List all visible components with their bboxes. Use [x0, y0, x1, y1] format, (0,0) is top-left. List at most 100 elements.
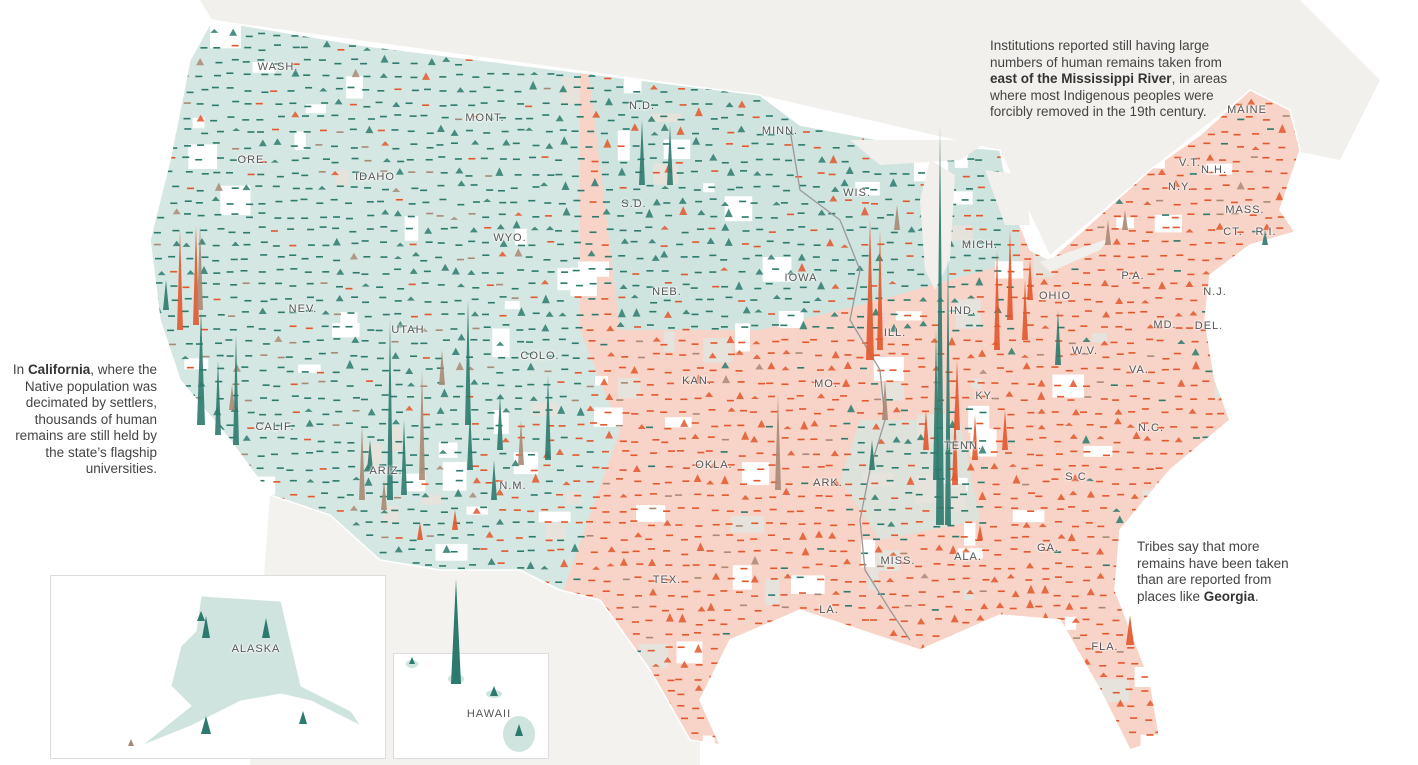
county-marker — [1217, 412, 1225, 415]
county-marker — [979, 522, 987, 524]
state-label: N.J. — [1203, 286, 1227, 298]
county-marker — [1142, 380, 1150, 383]
major-spike — [866, 220, 874, 360]
county-spike — [196, 58, 205, 66]
county-marker — [1085, 522, 1093, 524]
county-marker — [815, 130, 823, 132]
county-marker — [319, 468, 327, 470]
county-spike — [334, 98, 343, 105]
major-spike — [972, 415, 978, 460]
county-marker — [677, 147, 685, 150]
county-marker — [247, 535, 255, 537]
county-marker — [319, 226, 327, 228]
county-marker — [243, 231, 251, 234]
county-marker — [230, 284, 238, 286]
county-marker — [757, 468, 765, 471]
county-marker — [437, 242, 445, 244]
county-marker — [457, 313, 465, 315]
county-marker — [197, 535, 205, 538]
county-marker — [828, 300, 836, 302]
county-marker — [652, 482, 660, 485]
county-marker — [545, 396, 553, 399]
county-marker — [951, 677, 959, 680]
county-marker — [154, 257, 162, 260]
county-marker — [691, 732, 699, 734]
county-spike — [512, 220, 521, 229]
county-spike — [1158, 281, 1167, 290]
county-spike — [705, 391, 714, 398]
county-marker — [571, 342, 579, 345]
county-spike — [1140, 528, 1149, 537]
county-spike — [1038, 523, 1047, 528]
county-marker — [785, 159, 793, 162]
county-marker — [170, 77, 178, 80]
county-spike — [1040, 715, 1049, 722]
county-marker — [496, 539, 504, 542]
county-marker — [543, 258, 551, 261]
county-marker — [157, 161, 165, 164]
county-marker — [240, 258, 248, 260]
county-marker — [962, 396, 970, 399]
county-marker — [900, 620, 908, 623]
county-marker — [301, 371, 309, 373]
county-marker — [360, 398, 368, 401]
county-marker — [1140, 649, 1148, 652]
county-spike — [978, 349, 987, 357]
county-marker — [917, 717, 925, 720]
county-marker — [213, 272, 221, 274]
county-marker — [1097, 269, 1105, 271]
county-spike — [817, 713, 826, 721]
county-marker — [1116, 675, 1124, 678]
county-marker — [1191, 688, 1199, 690]
county-marker — [810, 229, 818, 232]
state-label: MICH. — [961, 239, 999, 251]
county-marker — [620, 539, 628, 541]
county-marker — [772, 340, 780, 343]
county-marker — [1010, 296, 1018, 299]
county-marker — [1146, 338, 1154, 341]
county-spike — [875, 253, 884, 262]
county-spike — [1159, 488, 1168, 496]
county-marker — [426, 146, 434, 149]
county-spike — [693, 474, 702, 483]
major-spike — [387, 320, 393, 500]
county-marker — [976, 214, 984, 217]
county-spike — [1189, 310, 1198, 316]
county-marker — [1280, 172, 1288, 175]
county-marker — [680, 256, 688, 258]
county-marker — [1042, 549, 1050, 551]
county-marker — [586, 534, 594, 537]
county-marker — [765, 173, 773, 176]
county-spike — [975, 277, 984, 286]
county-patch — [790, 575, 825, 595]
county-marker — [1035, 454, 1043, 457]
county-marker — [217, 314, 225, 316]
county-marker — [1279, 328, 1287, 331]
county-marker — [262, 384, 270, 386]
county-spike — [725, 102, 734, 108]
county-marker — [1170, 479, 1178, 481]
county-spike — [1082, 337, 1091, 342]
county-marker — [472, 438, 480, 440]
county-marker — [705, 310, 713, 313]
county-marker — [589, 201, 597, 203]
county-spike — [1281, 480, 1290, 485]
county-marker — [318, 352, 326, 355]
county-marker — [697, 717, 705, 719]
state-label-hawaii: HAWAII — [466, 708, 512, 720]
county-marker — [677, 450, 685, 452]
county-marker — [483, 326, 491, 329]
county-marker — [830, 269, 838, 272]
county-marker — [1083, 579, 1091, 582]
county-marker — [527, 453, 535, 456]
county-marker — [1083, 272, 1091, 274]
county-marker — [768, 464, 776, 466]
county-spike — [440, 388, 449, 398]
county-marker — [352, 171, 360, 173]
county-marker — [1207, 133, 1215, 136]
county-marker — [1277, 271, 1285, 274]
county-marker — [905, 507, 913, 510]
county-spike — [1277, 731, 1286, 737]
county-marker — [664, 427, 672, 430]
major-spike — [933, 330, 939, 480]
